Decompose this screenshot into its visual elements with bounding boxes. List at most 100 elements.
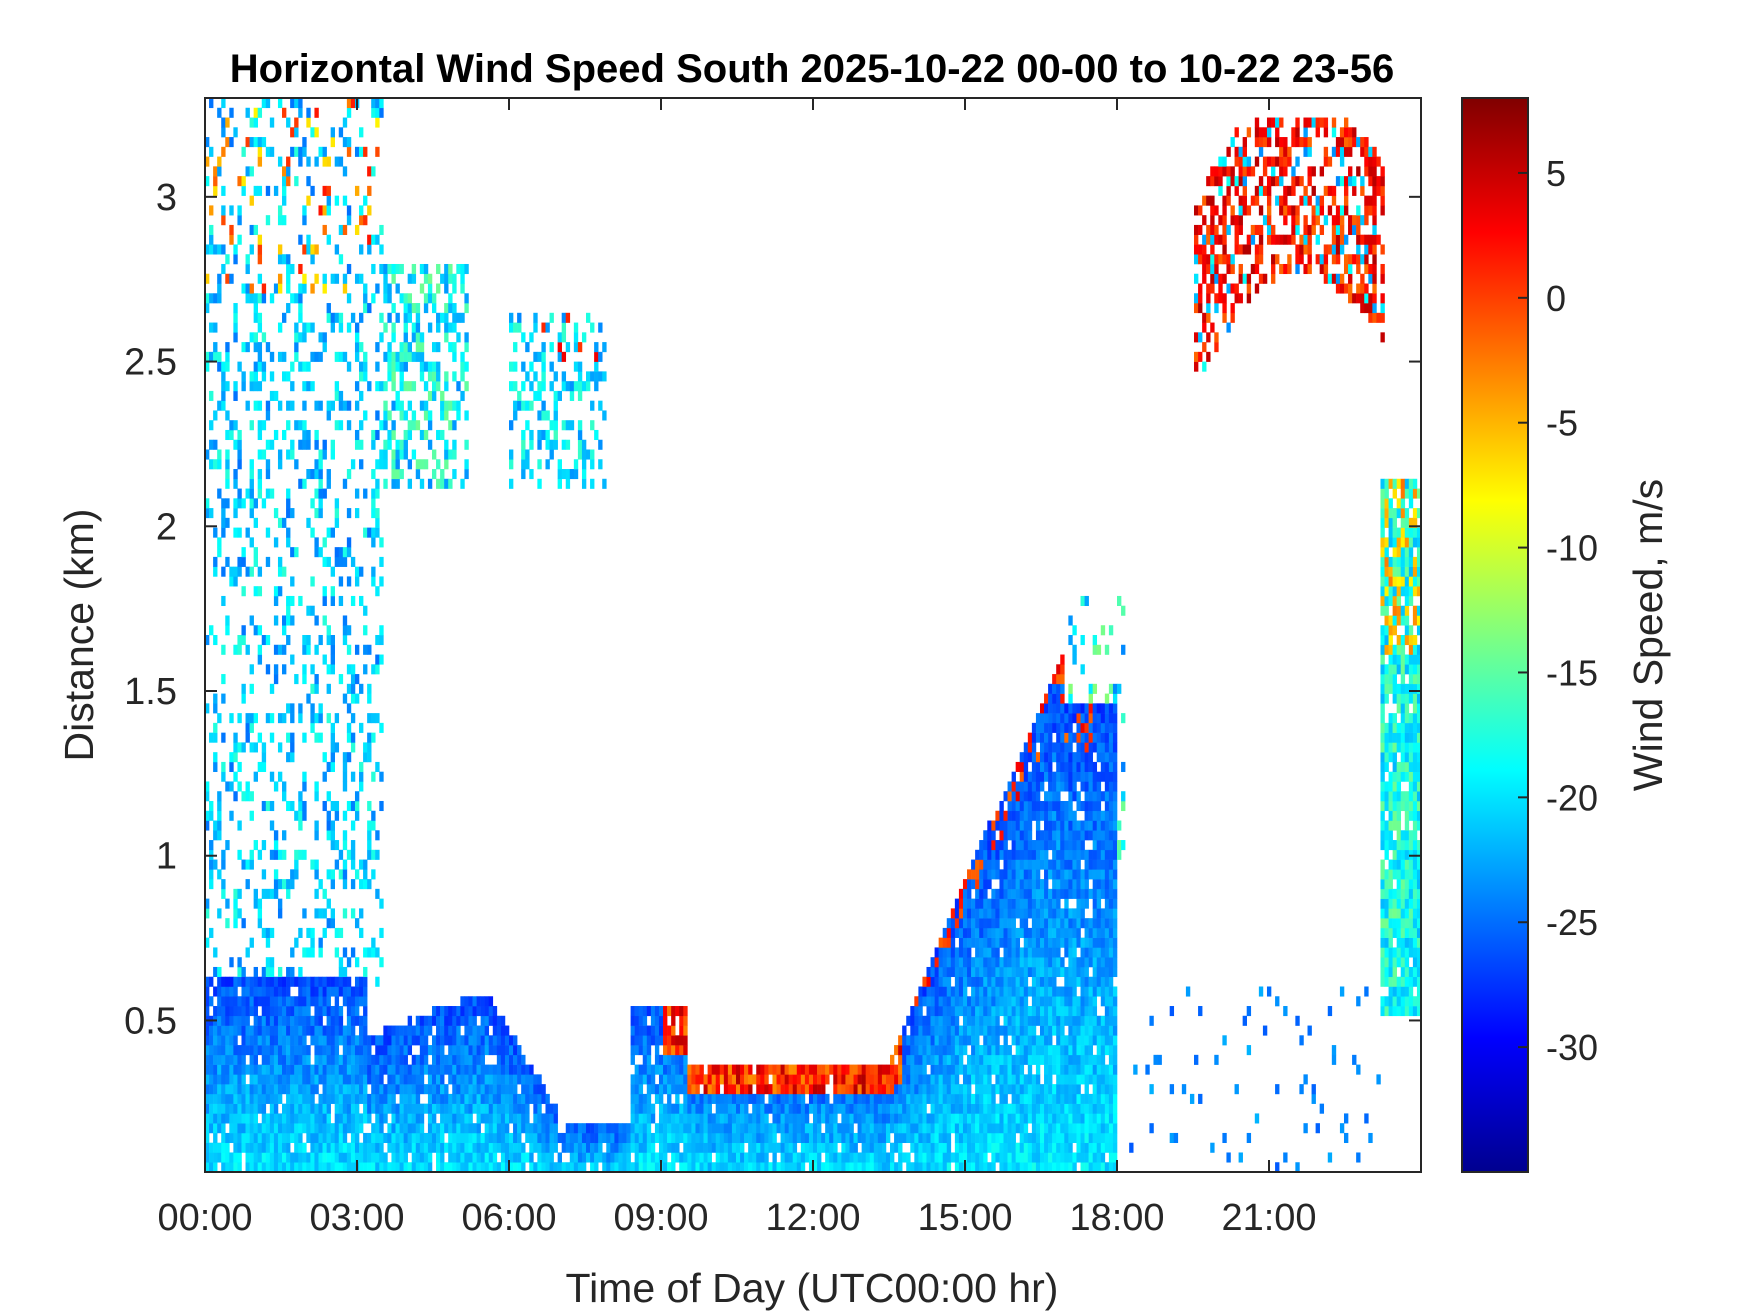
heatmap-cell: [999, 869, 1004, 880]
heatmap-cell: [1023, 1015, 1029, 1026]
heatmap-cell: [237, 1132, 242, 1144]
heatmap-cell: [225, 469, 230, 480]
heatmap-cell: [573, 332, 579, 343]
heatmap-cell: [460, 1093, 465, 1104]
heatmap-cell: [436, 1074, 441, 1085]
heatmap-cell: [525, 1152, 530, 1163]
heatmap-cell: [217, 459, 222, 470]
heatmap-cell: [646, 1006, 652, 1017]
heatmap-cell: [776, 1103, 781, 1114]
heatmap-cell: [1023, 791, 1029, 802]
heatmap-cell: [338, 351, 344, 362]
heatmap-cell: [1003, 898, 1008, 909]
heatmap-cell: [1048, 820, 1053, 831]
heatmap-cell: [663, 1103, 668, 1114]
heatmap-cell: [298, 146, 303, 157]
heatmap-cell: [1031, 722, 1037, 733]
heatmap-cell: [436, 283, 441, 294]
heatmap-cell: [371, 1142, 376, 1153]
heatmap-cell: [468, 1035, 473, 1046]
heatmap-cell: [715, 1132, 721, 1144]
heatmap-cell: [371, 869, 376, 880]
heatmap-cell: [1035, 947, 1041, 958]
heatmap-cell: [537, 381, 542, 392]
heatmap-cell: [286, 273, 291, 284]
heatmap-cell: [504, 1113, 510, 1124]
heatmap-cell: [431, 1064, 437, 1075]
heatmap-cell: [209, 1103, 214, 1114]
heatmap-cell: [1056, 664, 1061, 675]
heatmap-cell: [999, 879, 1004, 890]
heatmap-cell: [480, 1006, 485, 1017]
heatmap-cell: [395, 1064, 400, 1075]
heatmap-cell: [861, 1142, 866, 1153]
heatmap-cell: [857, 1093, 862, 1104]
heatmap-cell: [314, 1045, 319, 1056]
heatmap-cell: [290, 1093, 295, 1104]
heatmap-cell: [326, 683, 331, 694]
heatmap-cell: [342, 625, 348, 636]
heatmap-cell: [257, 908, 263, 919]
heatmap-cell: [383, 1162, 388, 1173]
heatmap-cell: [991, 947, 996, 958]
heatmap-cell: [217, 1025, 222, 1036]
heatmap-cell: [306, 1045, 311, 1056]
heatmap-cell: [359, 771, 364, 782]
heatmap-cell: [1011, 840, 1016, 851]
heatmap-cell: [1019, 1006, 1025, 1017]
heatmap-cell: [784, 1084, 789, 1095]
heatmap-cell: [1003, 1035, 1008, 1046]
heatmap-cell: [476, 996, 481, 1007]
heatmap-cell: [1035, 1074, 1041, 1085]
heatmap-cell: [371, 1123, 376, 1134]
heatmap-cell: [322, 1006, 327, 1017]
heatmap-cell: [253, 986, 258, 997]
heatmap-cell: [375, 381, 380, 392]
heatmap-cell: [205, 1025, 210, 1036]
heatmap-cell: [1056, 927, 1061, 938]
heatmap-cell: [513, 342, 518, 353]
heatmap-cell: [1011, 888, 1016, 899]
heatmap-cell: [517, 1123, 522, 1134]
heatmap-cell: [687, 1084, 692, 1095]
heatmap-cell: [209, 1054, 214, 1065]
heatmap-cell: [914, 1074, 919, 1085]
heatmap-cell: [1035, 1015, 1041, 1026]
heatmap-cell: [322, 586, 327, 597]
heatmap-cell: [294, 859, 299, 870]
heatmap-cell: [217, 107, 222, 118]
heatmap-cell: [209, 732, 214, 743]
heatmap-cell: [1052, 1113, 1057, 1124]
heatmap-cell: [861, 1123, 866, 1134]
heatmap-cell: [509, 381, 514, 392]
heatmap-cell: [217, 1064, 222, 1075]
heatmap-cell: [744, 1152, 749, 1163]
heatmap-cell: [533, 371, 538, 382]
heatmap-cell: [569, 420, 575, 431]
heatmap-cell: [1019, 1113, 1025, 1124]
heatmap-cell: [269, 683, 275, 694]
heatmap-cell: [217, 1054, 222, 1065]
heatmap-cell: [395, 1103, 400, 1114]
heatmap-cell: [257, 137, 263, 148]
heatmap-cell: [942, 1045, 948, 1056]
heatmap-cell: [873, 1113, 879, 1124]
heatmap-cell: [509, 1103, 514, 1114]
heatmap-cell: [423, 1054, 429, 1065]
heatmap-cell: [967, 1162, 972, 1173]
heatmap-cell: [269, 1054, 275, 1065]
heatmap-cell: [350, 1074, 356, 1085]
heatmap-cell: [650, 1132, 656, 1144]
heatmap-cell: [277, 1054, 283, 1065]
heatmap-cell: [817, 1103, 822, 1114]
heatmap-cell: [359, 371, 364, 382]
heatmap-cell: [237, 966, 242, 978]
heatmap-cell: [922, 1064, 927, 1075]
heatmap-cell: [914, 1113, 919, 1124]
heatmap-cell: [314, 107, 319, 118]
heatmap-cell: [322, 1132, 327, 1144]
heatmap-cell: [221, 849, 226, 860]
heatmap-cell: [318, 732, 323, 743]
heatmap-cell: [460, 351, 465, 362]
heatmap-cell: [958, 1123, 964, 1134]
